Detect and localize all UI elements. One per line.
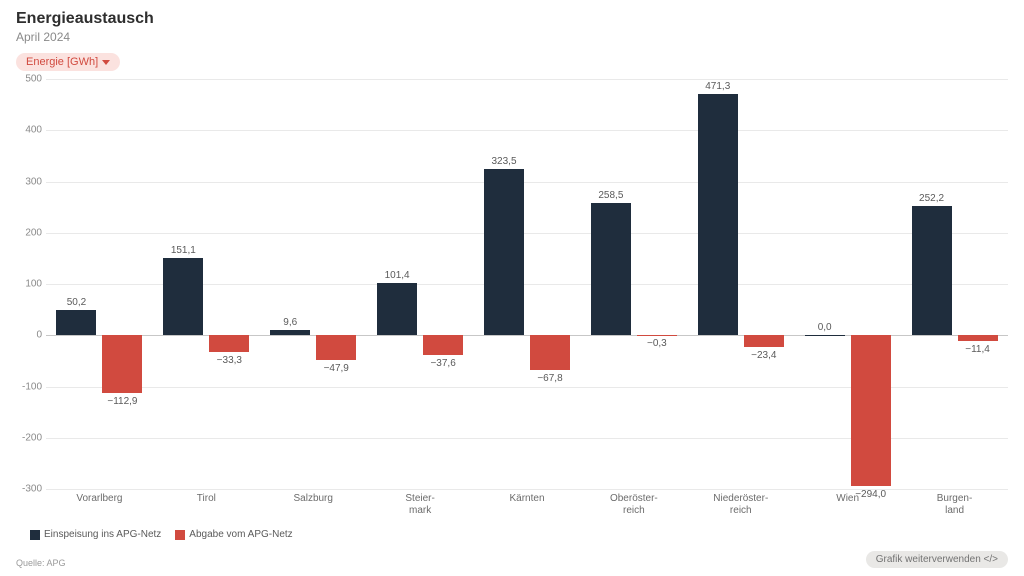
y-tick-label: -300: [14, 484, 42, 495]
unit-select-label: Energie [GWh]: [26, 56, 98, 68]
bar-einspeisung: [163, 258, 203, 335]
y-tick-label: 100: [14, 279, 42, 290]
value-label: 50,2: [67, 297, 86, 308]
y-tick-label: -100: [14, 381, 42, 392]
bar-einspeisung: [912, 206, 952, 335]
value-label: −47,9: [324, 363, 349, 374]
gridline: [46, 130, 1008, 131]
x-tick-label: Tirol: [156, 493, 256, 505]
x-tick-label: Steier-mark: [370, 493, 470, 516]
value-label: 252,2: [919, 193, 944, 204]
plot-area: -300-200-100010020030040050050,2−112,915…: [46, 79, 1008, 489]
gridline: [46, 79, 1008, 80]
gridline: [46, 233, 1008, 234]
bar-einspeisung: [377, 283, 417, 335]
bar-abgabe: [530, 335, 570, 370]
value-label: −0,3: [647, 338, 667, 349]
source-line: Quelle: APG: [16, 558, 66, 568]
legend-swatch-abgabe: [175, 530, 185, 540]
page-title: Energieaustausch: [16, 10, 1008, 28]
reuse-button[interactable]: Grafik weiterverwenden </>: [866, 551, 1008, 568]
bar-einspeisung: [270, 330, 310, 335]
bar-abgabe: [316, 335, 356, 360]
value-label: 323,5: [491, 156, 516, 167]
value-label: −11,4: [965, 344, 990, 355]
legend-item-abgabe: Abgabe vom APG-Netz: [175, 529, 292, 540]
y-tick-label: 0: [14, 330, 42, 341]
bar-abgabe: [637, 335, 677, 336]
bar-einspeisung: [56, 310, 96, 336]
bar-einspeisung: [805, 335, 845, 336]
unit-select-pill[interactable]: Energie [GWh]: [16, 53, 120, 71]
bar-abgabe: [851, 335, 891, 486]
bar-einspeisung: [591, 203, 631, 335]
gridline: [46, 182, 1008, 183]
legend-label-abgabe: Abgabe vom APG-Netz: [189, 529, 292, 540]
x-tick-label: Oberöster-reich: [584, 493, 684, 516]
value-label: −23,4: [751, 350, 776, 361]
y-tick-label: 500: [14, 74, 42, 85]
x-tick-label: Kärnten: [477, 493, 577, 505]
root: Energieaustausch April 2024 Energie [GWh…: [0, 0, 1024, 576]
value-label: 258,5: [598, 190, 623, 201]
value-label: 0,0: [818, 322, 832, 333]
x-tick-label: Salzburg: [263, 493, 363, 505]
value-label: −33,3: [217, 355, 242, 366]
bar-abgabe: [958, 335, 998, 341]
value-label: −67,8: [537, 373, 562, 384]
value-label: 101,4: [385, 270, 410, 281]
chevron-down-icon: [102, 60, 110, 65]
x-tick-label: Vorarlberg: [49, 493, 149, 505]
value-label: −37,6: [430, 358, 455, 369]
value-label: 471,3: [705, 81, 730, 92]
chart-area: -300-200-100010020030040050050,2−112,915…: [16, 79, 1008, 519]
value-label: 151,1: [171, 245, 196, 256]
legend: Einspeisung ins APG-Netz Abgabe vom APG-…: [30, 529, 293, 540]
bar-abgabe: [209, 335, 249, 352]
y-tick-label: 300: [14, 176, 42, 187]
y-tick-label: -200: [14, 432, 42, 443]
bar-abgabe: [423, 335, 463, 354]
bar-einspeisung: [698, 94, 738, 336]
page-subtitle: April 2024: [16, 30, 1008, 44]
x-tick-label: Wien: [798, 493, 898, 505]
legend-swatch-einspeisung: [30, 530, 40, 540]
legend-item-einspeisung: Einspeisung ins APG-Netz: [30, 529, 161, 540]
legend-label-einspeisung: Einspeisung ins APG-Netz: [44, 529, 161, 540]
bar-abgabe: [102, 335, 142, 393]
x-tick-label: Niederöster-reich: [691, 493, 791, 516]
bar-einspeisung: [484, 169, 524, 335]
bar-abgabe: [744, 335, 784, 347]
value-label: −112,9: [107, 396, 137, 407]
x-tick-label: Burgen-land: [905, 493, 1005, 516]
reuse-label: Grafik weiterverwenden </>: [876, 554, 998, 565]
y-tick-label: 400: [14, 125, 42, 136]
y-tick-label: 200: [14, 227, 42, 238]
value-label: 9,6: [283, 317, 297, 328]
